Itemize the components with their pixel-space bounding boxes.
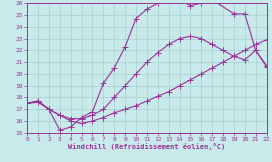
X-axis label: Windchill (Refroidissement éolien,°C): Windchill (Refroidissement éolien,°C) xyxy=(68,143,225,150)
